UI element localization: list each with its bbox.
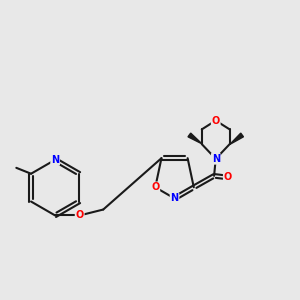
Polygon shape [188, 133, 202, 144]
Text: O: O [151, 182, 159, 192]
Text: N: N [170, 194, 178, 203]
Text: N: N [212, 154, 220, 164]
Text: N: N [51, 155, 59, 165]
Polygon shape [230, 133, 244, 144]
Text: O: O [212, 116, 220, 126]
Text: O: O [224, 172, 232, 182]
Text: O: O [76, 210, 84, 220]
